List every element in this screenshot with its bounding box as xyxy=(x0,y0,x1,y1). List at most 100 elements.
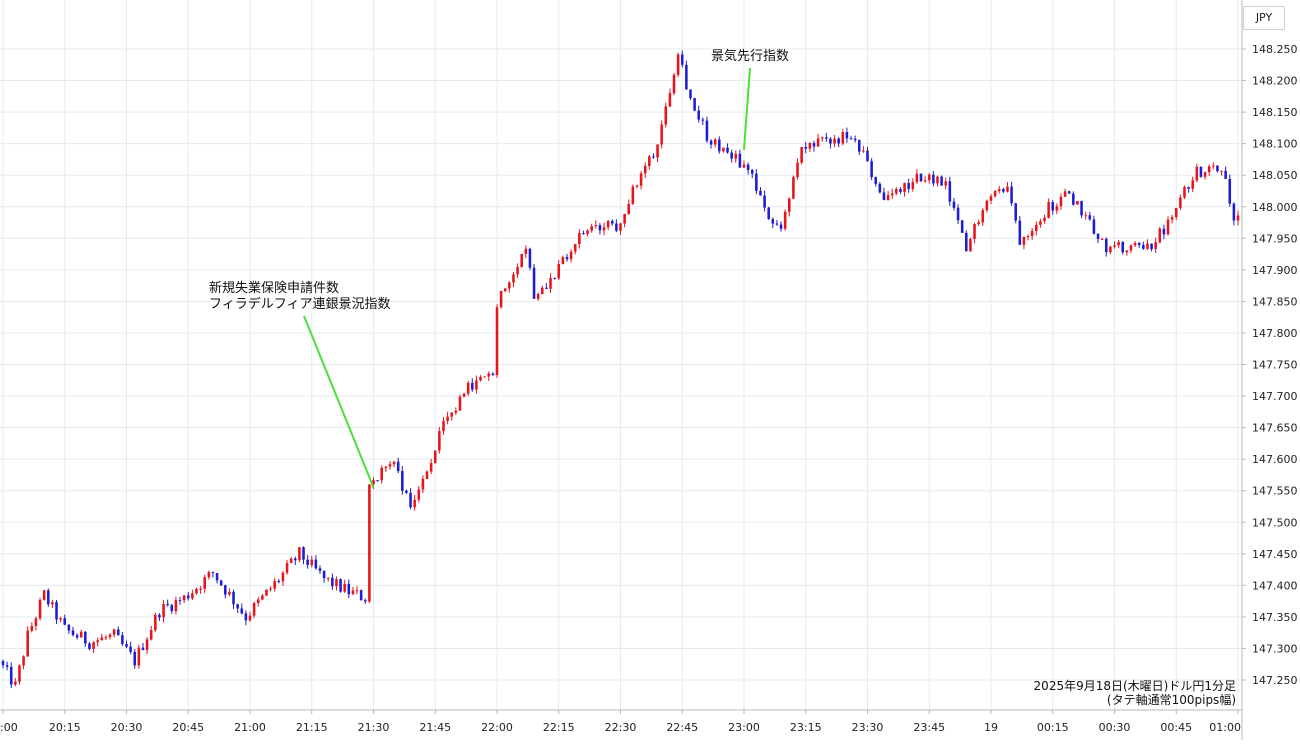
candle xyxy=(281,571,285,586)
candle xyxy=(973,222,976,244)
candle-body xyxy=(170,605,174,612)
candle xyxy=(718,136,721,154)
candle-body xyxy=(384,466,388,468)
candle-body xyxy=(701,119,705,121)
candle xyxy=(503,288,507,292)
candle-body xyxy=(63,618,67,625)
candle xyxy=(413,494,416,511)
candle xyxy=(532,263,536,299)
candle-body xyxy=(413,499,416,508)
candle-body xyxy=(615,223,618,231)
candle-body xyxy=(277,581,281,583)
candle xyxy=(129,641,132,655)
time-axis-ticks[interactable]: :00 20:15 20:30 20:45 21:00 21:15 21:30 21:45 22… xyxy=(0,710,1241,734)
candle xyxy=(837,136,840,148)
candle-body xyxy=(549,277,552,289)
candle xyxy=(34,616,38,631)
candle xyxy=(326,577,330,582)
candle xyxy=(775,220,779,226)
candle xyxy=(158,613,161,621)
candle-body xyxy=(973,224,976,239)
candle xyxy=(355,586,359,595)
candle xyxy=(458,394,462,411)
candle-body xyxy=(746,164,750,171)
price-axis-ticks[interactable]: 148.250 148.200 148.150 148.100 148.050 148.0… xyxy=(1242,43,1298,687)
candle xyxy=(1080,200,1083,219)
candle xyxy=(804,141,808,154)
candle-body xyxy=(878,183,882,193)
candle-body xyxy=(318,568,322,571)
candle xyxy=(47,588,50,607)
candle-body xyxy=(619,223,622,231)
candle-body xyxy=(1170,217,1174,220)
candle-body xyxy=(915,173,919,183)
candle xyxy=(911,178,915,192)
candle-body xyxy=(545,287,548,289)
candle-body xyxy=(248,615,252,621)
candle xyxy=(664,102,668,128)
candle xyxy=(471,378,474,392)
annotation-label: 景気先行指数 xyxy=(711,48,789,64)
candle-body xyxy=(553,277,556,279)
candle-body xyxy=(557,264,561,279)
currency-label[interactable]: JPY xyxy=(1243,6,1285,30)
time-tick-label: 21:15 xyxy=(296,721,328,734)
candle-body xyxy=(1179,197,1182,208)
annotation-leader-line xyxy=(303,315,375,488)
candle-body xyxy=(524,248,528,254)
candle xyxy=(322,570,326,583)
candle-body xyxy=(643,165,647,174)
candle xyxy=(51,599,54,609)
candle xyxy=(870,158,873,181)
candle xyxy=(75,633,79,640)
candle xyxy=(668,88,672,108)
candle xyxy=(927,172,931,184)
candle-body xyxy=(907,183,910,189)
candle xyxy=(289,557,293,564)
candle-body xyxy=(281,572,285,582)
candle-body xyxy=(1228,178,1232,204)
candle xyxy=(606,220,610,231)
candle-body xyxy=(713,139,717,145)
candle xyxy=(1043,214,1046,224)
candle xyxy=(981,208,985,226)
candle-body xyxy=(602,227,606,231)
candle-body xyxy=(763,195,766,208)
candle xyxy=(1084,211,1087,220)
candle xyxy=(652,153,655,159)
candle xyxy=(1137,241,1141,248)
candle-body xyxy=(853,138,857,141)
price-tick-label: 147.450 xyxy=(1252,548,1298,561)
candle xyxy=(121,631,124,646)
candle-body xyxy=(516,267,519,275)
candle-body xyxy=(1030,230,1034,237)
candle-body xyxy=(475,380,478,390)
candle-body xyxy=(985,200,989,211)
candle-body xyxy=(1088,215,1092,220)
candle xyxy=(886,190,890,201)
candle-body xyxy=(363,600,367,602)
candle xyxy=(680,50,684,68)
candle xyxy=(1113,241,1116,249)
candle xyxy=(149,625,153,641)
candle-body xyxy=(347,583,351,595)
candle xyxy=(466,380,470,396)
candle-body xyxy=(137,647,141,666)
candle-body xyxy=(298,547,301,561)
candle-body xyxy=(1092,219,1096,234)
candle xyxy=(59,616,62,623)
candle-body xyxy=(88,643,91,650)
candle-body xyxy=(1174,207,1178,218)
candle-body xyxy=(1220,170,1223,172)
candle-body xyxy=(718,139,721,152)
annotation-label: フィラデルフィア連銀景況指数 xyxy=(209,296,390,312)
candle-body xyxy=(203,577,206,589)
candle-body xyxy=(1109,246,1112,253)
candle xyxy=(1199,166,1203,178)
candle-body xyxy=(573,244,577,252)
candle-body xyxy=(376,480,379,482)
candle-body xyxy=(1195,166,1199,181)
candle-body xyxy=(104,637,108,639)
